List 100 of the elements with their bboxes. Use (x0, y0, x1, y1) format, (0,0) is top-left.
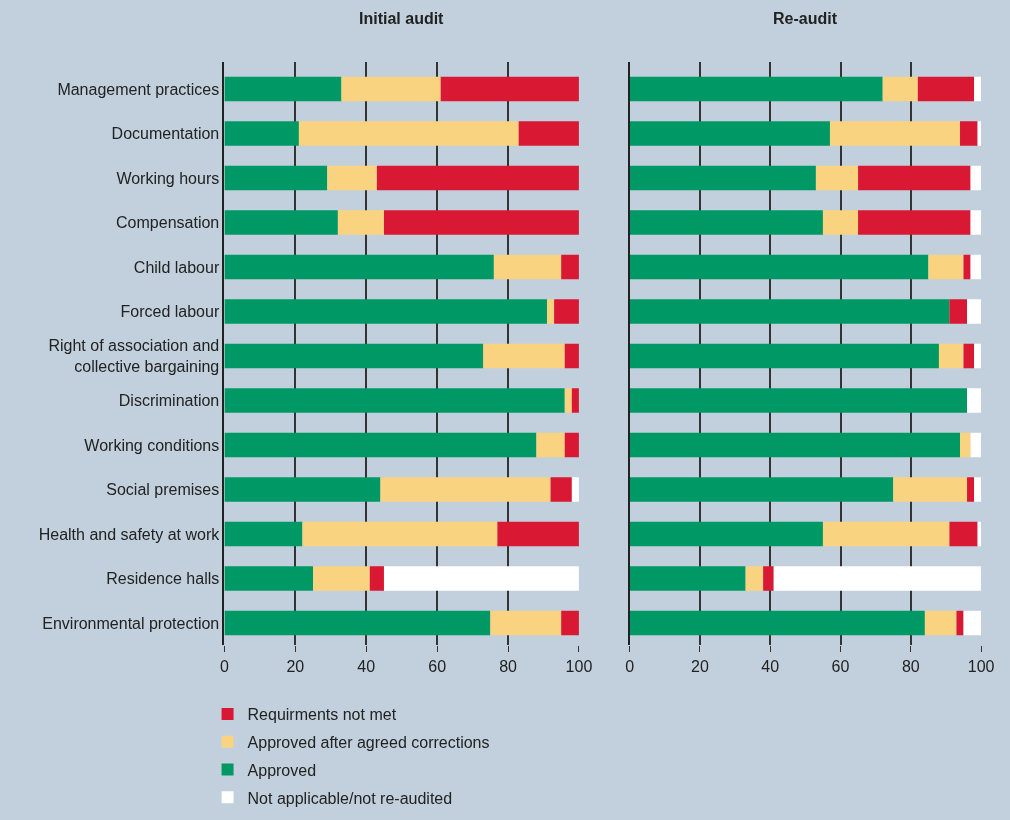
bar (224, 210, 338, 235)
bar (949, 299, 968, 324)
bar (629, 610, 925, 636)
bar (974, 343, 982, 369)
bar (547, 299, 555, 324)
bar (629, 432, 961, 458)
y-tick-label: Social premises (106, 481, 220, 499)
bar (974, 76, 982, 102)
bar (554, 299, 579, 324)
bar (224, 477, 381, 502)
x-tick-label: 40 (357, 657, 376, 675)
bar (882, 76, 918, 102)
bar (858, 165, 971, 191)
bar (376, 165, 579, 191)
bar (380, 477, 551, 502)
x-tick-label: 80 (901, 657, 920, 675)
x-tick-label: 100 (967, 657, 995, 675)
bar (629, 521, 823, 547)
bar (924, 610, 957, 636)
bar (224, 432, 537, 458)
bar (822, 210, 859, 235)
bar (224, 388, 565, 413)
bar (440, 76, 579, 102)
x-tick-label: 80 (499, 657, 518, 675)
bar (224, 610, 491, 636)
bar (745, 566, 764, 591)
y-tick-label: Right of association and collective bargaining (48, 337, 220, 376)
bar (629, 121, 830, 146)
bar (629, 254, 929, 280)
bar (313, 566, 370, 591)
bar (564, 343, 579, 369)
y-tick-label: Compensation (116, 214, 220, 232)
x-tick-label: 40 (761, 657, 780, 675)
bar (629, 299, 950, 324)
bar (967, 299, 982, 324)
bar (967, 388, 982, 413)
legend-label: Approved after agreed corrections (247, 733, 490, 751)
bar (224, 76, 342, 102)
x-tick-label: 0 (219, 657, 229, 675)
bar (822, 521, 950, 547)
bar (224, 343, 484, 369)
y-tick-label: Working conditions (84, 436, 220, 454)
bar (518, 121, 579, 146)
bar (327, 165, 377, 191)
x-tick-label: 60 (831, 657, 850, 675)
bar (629, 388, 968, 413)
bar (970, 210, 982, 235)
bar (224, 299, 548, 324)
bar (561, 610, 579, 636)
legend-label: Not applicable/not re-audited (247, 789, 453, 807)
legend-label: Requirments not met (247, 706, 397, 724)
bar (963, 610, 982, 636)
bar (928, 254, 964, 280)
bar (629, 76, 883, 102)
bar (561, 254, 579, 280)
bar (383, 210, 579, 235)
chart-title: Re-audit (773, 10, 838, 27)
bar (629, 165, 816, 191)
bar (773, 566, 982, 591)
x-tick-label: 20 (690, 657, 709, 675)
bar (629, 566, 746, 591)
bar (224, 165, 328, 191)
bar (893, 477, 968, 502)
bar (829, 121, 961, 146)
legend-label: Approved (247, 761, 317, 779)
bar (960, 432, 971, 458)
bar (967, 477, 975, 502)
bar (970, 165, 982, 191)
bar (383, 566, 579, 591)
bar (629, 477, 894, 502)
bar (858, 210, 971, 235)
y-tick-label: Child labour (133, 258, 220, 276)
x-tick-label: 20 (286, 657, 305, 675)
bar (536, 432, 565, 458)
y-tick-label: Documentation (111, 125, 220, 143)
bar (550, 477, 572, 502)
y-tick-label: Working hours (116, 169, 220, 187)
y-tick-label: Discrimination (118, 392, 220, 410)
bar (629, 343, 939, 369)
bar (224, 254, 494, 280)
bar (564, 432, 579, 458)
bar (302, 521, 498, 547)
y-tick-label: Forced labour (120, 303, 220, 321)
y-tick-label: Residence halls (106, 570, 220, 588)
bar (298, 121, 519, 146)
y-tick-label: Environmental protection (42, 614, 220, 632)
x-tick-label: 100 (565, 657, 593, 675)
bar (224, 566, 314, 591)
y-tick-label: Health and safety at work (38, 525, 221, 543)
bar (337, 210, 384, 235)
bar (917, 76, 975, 102)
bar (938, 343, 964, 369)
bar (963, 343, 975, 369)
bar (763, 566, 774, 591)
x-tick-label: 0 (625, 657, 635, 675)
bar (629, 210, 823, 235)
x-tick-label: 60 (428, 657, 447, 675)
bar (493, 254, 562, 280)
bar (224, 121, 299, 146)
bar (341, 76, 441, 102)
